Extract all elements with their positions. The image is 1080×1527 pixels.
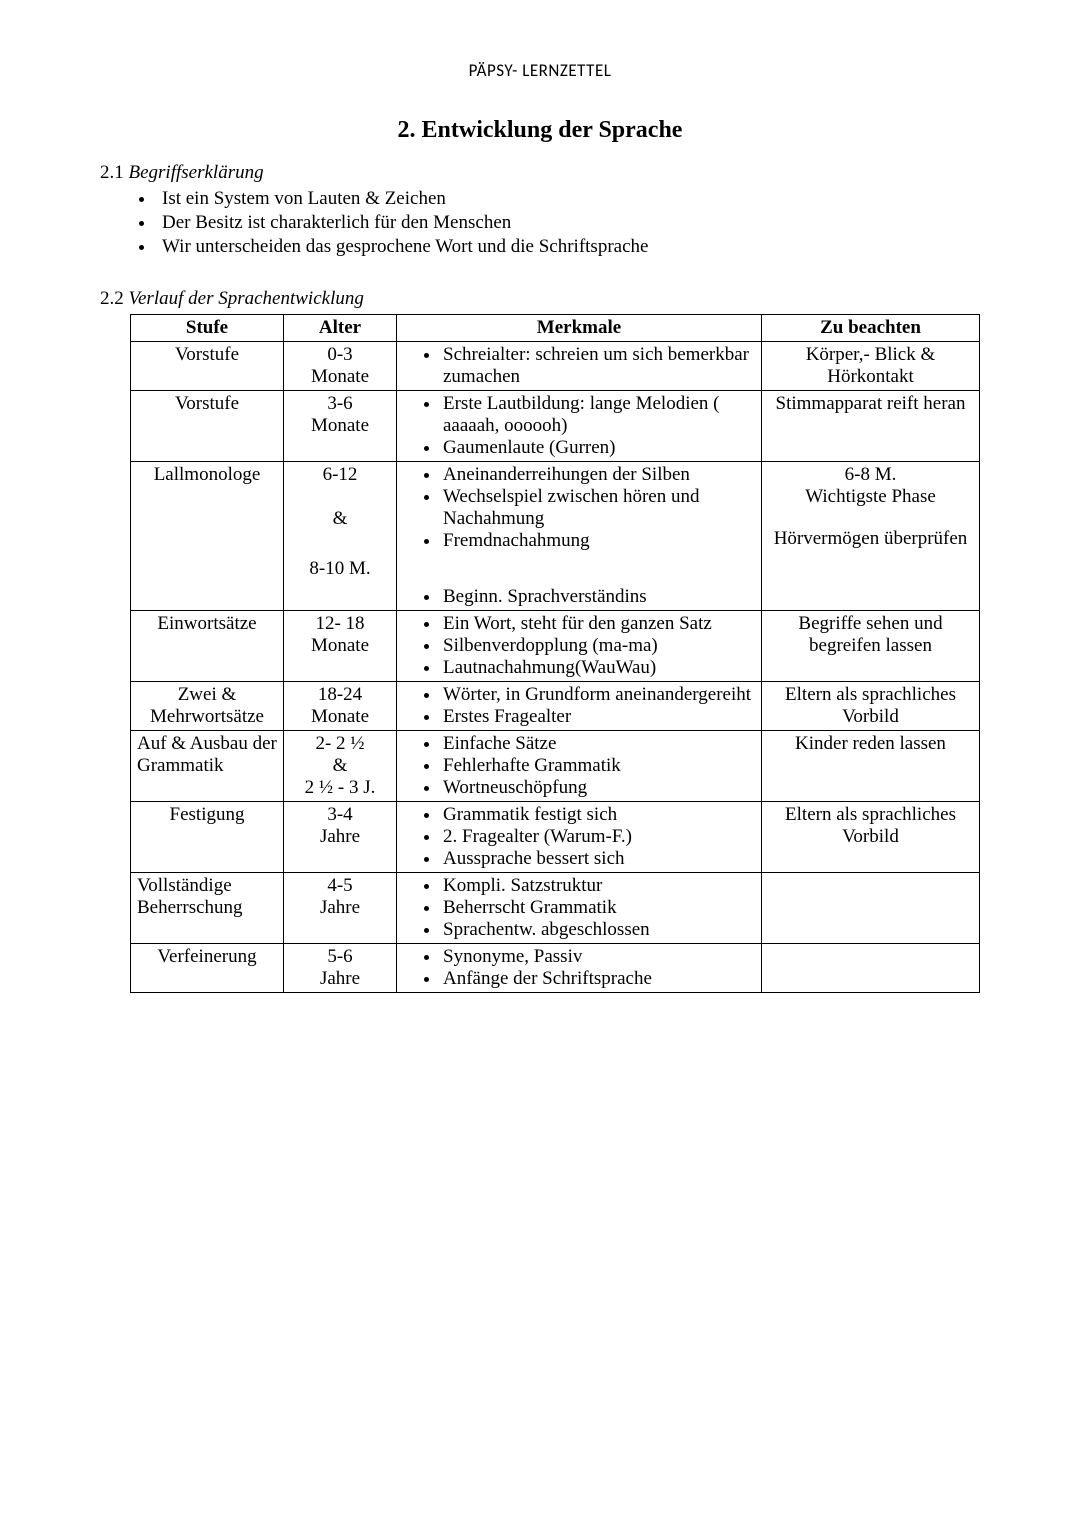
list-item: Aussprache bessert sich (441, 848, 755, 870)
cell-beachten: Eltern als sprachliches Vorbild (762, 682, 980, 731)
section-2-1-label: 2.1 Begriffserklärung (100, 162, 980, 184)
cell-stufe: Festigung (131, 802, 284, 873)
cell-alter: 3-6Monate (284, 391, 397, 462)
cell-beachten (762, 873, 980, 944)
table-body: Vorstufe0-3Monate Schreialter: schreien u… (131, 342, 980, 993)
cell-merkmale: Grammatik festigt sich2. Fragealter (War… (397, 802, 762, 873)
list-item: Wechselspiel zwischen hören und Nachahmu… (441, 486, 755, 530)
col-header-alter: Alter (284, 315, 397, 342)
list-item: Fremdnachahmung (441, 530, 755, 552)
cell-merkmale: Ein Wort, steht für den ganzen SatzSilbe… (397, 611, 762, 682)
table-row: Auf & Ausbau der Grammatik2- 2 ½&2 ½ - 3… (131, 731, 980, 802)
list-item: Erstes Fragealter (441, 706, 755, 728)
list-item: Ein Wort, steht für den ganzen Satz (441, 613, 755, 635)
cell-beachten: Stimmapparat reift heran (762, 391, 980, 462)
cell-alter: 3-4Jahre (284, 802, 397, 873)
cell-merkmale: Wörter, in Grundform aneinandergereihtEr… (397, 682, 762, 731)
col-header-beachten: Zu beachten (762, 315, 980, 342)
list-item: Lautnachahmung(WauWau) (441, 657, 755, 679)
table-row: Festigung3-4JahreGrammatik festigt sich2… (131, 802, 980, 873)
cell-merkmale: Synonyme, PassivAnfänge der Schriftsprac… (397, 944, 762, 993)
col-header-stufe: Stufe (131, 315, 284, 342)
cell-alter: 5-6Jahre (284, 944, 397, 993)
cell-alter: 0-3Monate (284, 342, 397, 391)
list-item: Wörter, in Grundform aneinandergereiht (441, 684, 755, 706)
table-row: Vorstufe3-6Monate Erste Lautbildung: lang… (131, 391, 980, 462)
section-2-2-name: Verlauf der Sprachentwicklung (129, 288, 364, 309)
cell-stufe: Einwortsätze (131, 611, 284, 682)
page-header: PÄPSY- LERNZETTEL (100, 60, 980, 81)
cell-merkmale: Einfache SätzeFehlerhafte GrammatikWortn… (397, 731, 762, 802)
list-item: Kompli. Satzstruktur (441, 875, 755, 897)
list-item: Der Besitz ist charakterlich für den Men… (156, 212, 980, 234)
section-2-1-name: Begriffserklärung (129, 162, 264, 183)
list-item: Gaumenlaute (Gurren) (441, 437, 755, 459)
col-header-merkmale: Merkmale (397, 315, 762, 342)
table-header-row: Stufe Alter Merkmale Zu beachten (131, 315, 980, 342)
cell-beachten (762, 944, 980, 993)
table-row: Vollständige Beherrschung4-5JahreKompli.… (131, 873, 980, 944)
list-item: Silbenverdopplung (ma-ma) (441, 635, 755, 657)
list-item: Schreialter: schreien um sich bemerkbar … (441, 344, 755, 388)
cell-beachten: 6-8 M.Wichtigste PhaseHörvermögen überpr… (762, 462, 980, 611)
cell-beachten: Körper,- Blick & Hörkontakt (762, 342, 980, 391)
cell-stufe: Vorstufe (131, 391, 284, 462)
page-title: 2. Entwicklung der Sprache (100, 117, 980, 144)
cell-beachten: Begriffe sehen und begreifen lassen (762, 611, 980, 682)
sprachentwicklung-table: Stufe Alter Merkmale Zu beachten Vorstuf… (130, 314, 980, 993)
cell-alter: 4-5Jahre (284, 873, 397, 944)
list-item: Ist ein System von Lauten & Zeichen (156, 188, 980, 210)
list-item: Einfache Sätze (441, 733, 755, 755)
section-2-1-bullets: Ist ein System von Lauten & ZeichenDer B… (100, 188, 980, 258)
cell-stufe: Zwei & Mehrwortsätze (131, 682, 284, 731)
list-item: 2. Fragealter (Warum-F.) (441, 826, 755, 848)
list-item: Sprachentw. abgeschlossen (441, 919, 755, 941)
list-item: Beginn. Sprachverständins (441, 586, 755, 608)
cell-alter: 18-24Monate (284, 682, 397, 731)
cell-stufe: Lallmonologe (131, 462, 284, 611)
section-2-2-label: 2.2 Verlauf der Sprachentwicklung (100, 288, 980, 310)
section-2-1-number: 2.1 (100, 162, 124, 183)
list-item: Anfänge der Schriftsprache (441, 968, 755, 990)
list-item: Grammatik festigt sich (441, 804, 755, 826)
cell-alter: 2- 2 ½&2 ½ - 3 J. (284, 731, 397, 802)
cell-beachten: Eltern als sprachliches Vorbild (762, 802, 980, 873)
section-2-2-number: 2.2 (100, 288, 124, 309)
list-item: Synonyme, Passiv (441, 946, 755, 968)
list-item: Beherrscht Grammatik (441, 897, 755, 919)
list-item: Erste Lautbildung: lange Melodien ( aaaa… (441, 393, 755, 437)
cell-merkmale: Aneinanderreihungen der SilbenWechselspi… (397, 462, 762, 611)
cell-merkmale: Kompli. SatzstrukturBeherrscht Grammatik… (397, 873, 762, 944)
table-row: Einwortsätze12- 18MonateEin Wort, steht … (131, 611, 980, 682)
table-row: Lallmonologe6-12 &8-10 M.Aneinanderreihu… (131, 462, 980, 611)
list-item: Aneinanderreihungen der Silben (441, 464, 755, 486)
list-item: Wir unterscheiden das gesprochene Wort u… (156, 236, 980, 258)
cell-beachten: Kinder reden lassen (762, 731, 980, 802)
cell-alter: 6-12 &8-10 M. (284, 462, 397, 611)
cell-alter: 12- 18Monate (284, 611, 397, 682)
cell-stufe: Auf & Ausbau der Grammatik (131, 731, 284, 802)
list-item: Fehlerhafte Grammatik (441, 755, 755, 777)
table-row: Vorstufe0-3Monate Schreialter: schreien u… (131, 342, 980, 391)
cell-merkmale: Erste Lautbildung: lange Melodien ( aaaa… (397, 391, 762, 462)
cell-stufe: Verfeinerung (131, 944, 284, 993)
table-row: Verfeinerung5-6JahreSynonyme, PassivAnfä… (131, 944, 980, 993)
table-row: Zwei & Mehrwortsätze18-24MonateWörter, i… (131, 682, 980, 731)
cell-stufe: Vorstufe (131, 342, 284, 391)
cell-merkmale: Schreialter: schreien um sich bemerkbar … (397, 342, 762, 391)
cell-stufe: Vollständige Beherrschung (131, 873, 284, 944)
list-item: Wortneuschöpfung (441, 777, 755, 799)
